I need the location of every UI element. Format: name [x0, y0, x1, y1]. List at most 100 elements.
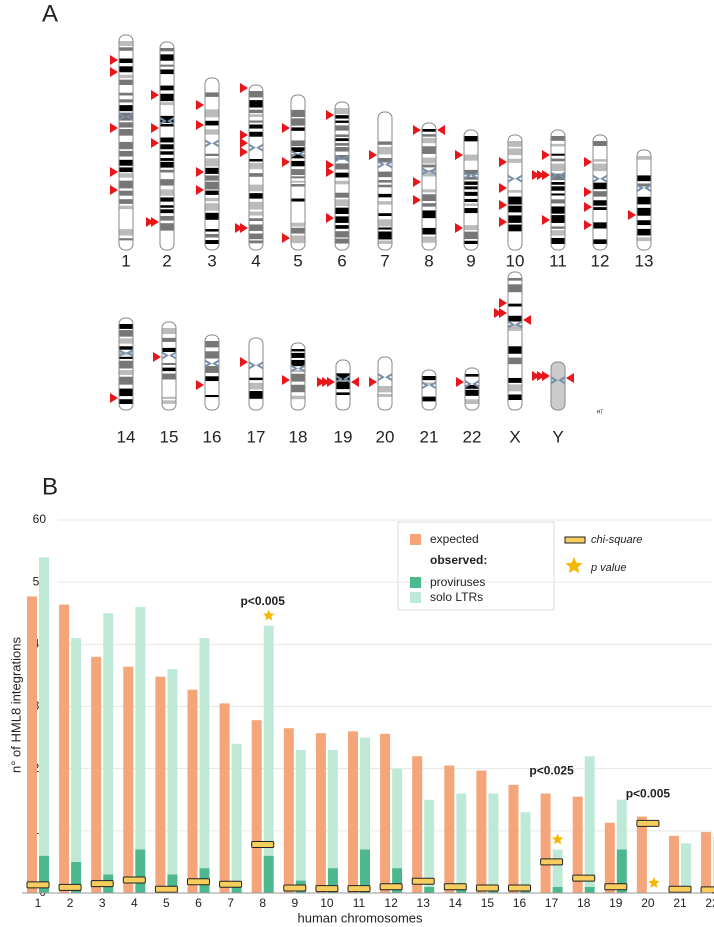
centromere [550, 171, 566, 180]
band [119, 74, 133, 79]
band [249, 391, 263, 399]
band [160, 69, 174, 75]
band [551, 182, 565, 185]
chi-square-marker [154, 885, 178, 893]
band [162, 373, 176, 380]
x-tick-label: 11 [353, 896, 366, 910]
band [162, 347, 176, 352]
bar-solo-ltrs [135, 607, 146, 850]
band [160, 197, 174, 202]
band [422, 134, 436, 137]
integration-marker [327, 377, 335, 387]
band [422, 210, 436, 219]
band [291, 169, 305, 176]
band [593, 159, 607, 162]
bar-solo-ltrs [103, 613, 114, 875]
band [378, 171, 392, 178]
chi-square-marker [58, 883, 82, 891]
band [508, 205, 522, 213]
integration-marker [282, 123, 290, 133]
band [119, 58, 133, 63]
band [160, 179, 174, 186]
band [291, 349, 305, 352]
integration-marker [196, 100, 204, 110]
band [378, 141, 392, 145]
band [291, 184, 305, 187]
x-tick-label: 2 [67, 896, 74, 910]
band [119, 41, 133, 46]
band [378, 231, 392, 240]
band [422, 164, 436, 168]
centromere [248, 143, 264, 152]
band [119, 229, 133, 236]
p-value-star [648, 877, 660, 888]
centromere [421, 381, 437, 390]
band [422, 203, 436, 207]
centromere [204, 139, 220, 148]
band [335, 154, 349, 160]
legend-label: expected [430, 532, 479, 546]
band [508, 324, 522, 331]
band [119, 338, 133, 344]
band [249, 218, 263, 222]
bar-expected [348, 731, 358, 893]
integration-marker [499, 308, 507, 318]
band [593, 222, 607, 229]
bar-proviruses [167, 874, 178, 893]
integration-marker [584, 202, 592, 212]
band [119, 105, 133, 112]
band [336, 373, 350, 381]
integration-marker [437, 125, 445, 135]
band [422, 189, 436, 193]
centromere [377, 373, 393, 381]
band [291, 147, 305, 153]
bar-expected [701, 832, 712, 893]
band [162, 400, 176, 404]
legend-group: observed: [430, 553, 487, 567]
integration-marker [537, 170, 545, 180]
band [119, 324, 133, 329]
band [464, 136, 478, 142]
band [378, 193, 392, 198]
band [422, 236, 436, 243]
bar-expected [155, 676, 166, 893]
integration-marker [532, 371, 540, 381]
chi-square-marker [700, 886, 714, 894]
bar-solo-ltrs [71, 638, 82, 862]
band [422, 137, 436, 144]
chromosome [377, 356, 393, 411]
band [249, 240, 263, 244]
band [378, 158, 392, 163]
band [205, 341, 219, 348]
band [508, 158, 522, 163]
band [205, 234, 219, 238]
band [508, 196, 522, 205]
chi-square-marker [572, 874, 596, 882]
band [162, 337, 176, 342]
chi-square-marker [540, 858, 564, 866]
band [119, 360, 133, 369]
band [205, 109, 219, 118]
integration-marker [196, 120, 204, 130]
band [119, 92, 133, 96]
p-value-star [551, 833, 564, 845]
chi-square-marker [315, 885, 339, 893]
chromosome-label: 13 [635, 251, 654, 270]
x-tick-label: 5 [163, 896, 170, 910]
centromere [463, 171, 479, 180]
x-tick-label: 7 [227, 896, 234, 910]
band [637, 228, 651, 236]
band [160, 189, 174, 196]
band [205, 351, 219, 359]
x-tick-label: 12 [384, 896, 398, 910]
legend-star [565, 557, 583, 574]
band [335, 216, 349, 223]
band [508, 148, 522, 156]
band [378, 240, 392, 244]
band [637, 175, 651, 182]
centromere [159, 117, 175, 125]
chi-square-marker [90, 880, 114, 888]
band [422, 396, 436, 402]
